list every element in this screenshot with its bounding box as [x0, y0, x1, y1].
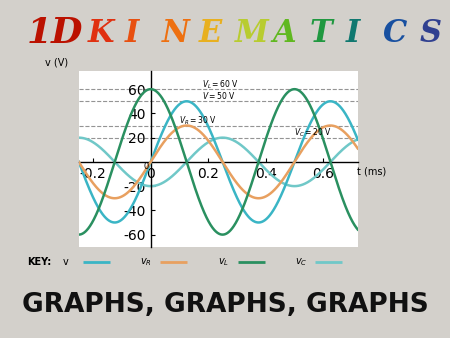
Y-axis label: v (V): v (V)	[45, 57, 68, 68]
Text: K: K	[88, 18, 114, 49]
Text: A: A	[272, 18, 296, 49]
Text: M: M	[235, 18, 269, 49]
Text: $V_L = 60\ \mathrm{V}$: $V_L = 60\ \mathrm{V}$	[202, 78, 239, 91]
Text: E: E	[198, 18, 222, 49]
Text: GRAPHS, GRAPHS, GRAPHS: GRAPHS, GRAPHS, GRAPHS	[22, 292, 428, 318]
Text: $V = 50\ \mathrm{V}$: $V = 50\ \mathrm{V}$	[202, 91, 236, 101]
Text: $v_C$: $v_C$	[295, 256, 308, 268]
Text: v: v	[63, 257, 69, 267]
Text: $v_R$: $v_R$	[140, 256, 152, 268]
Text: $v_L$: $v_L$	[218, 256, 229, 268]
Text: $V_C = 20\ \mathrm{V}$: $V_C = 20\ \mathrm{V}$	[294, 127, 333, 139]
Text: T: T	[309, 18, 332, 49]
Text: $V_R = 30\ \mathrm{V}$: $V_R = 30\ \mathrm{V}$	[180, 115, 217, 127]
Text: I: I	[125, 18, 139, 49]
Text: N: N	[162, 18, 189, 49]
Text: 0: 0	[144, 162, 149, 171]
Text: S: S	[420, 18, 442, 49]
Text: C: C	[383, 18, 407, 49]
Text: 1D: 1D	[27, 17, 84, 50]
X-axis label: t (ms): t (ms)	[357, 167, 386, 177]
Text: I: I	[346, 18, 360, 49]
Text: KEY:: KEY:	[27, 257, 51, 267]
